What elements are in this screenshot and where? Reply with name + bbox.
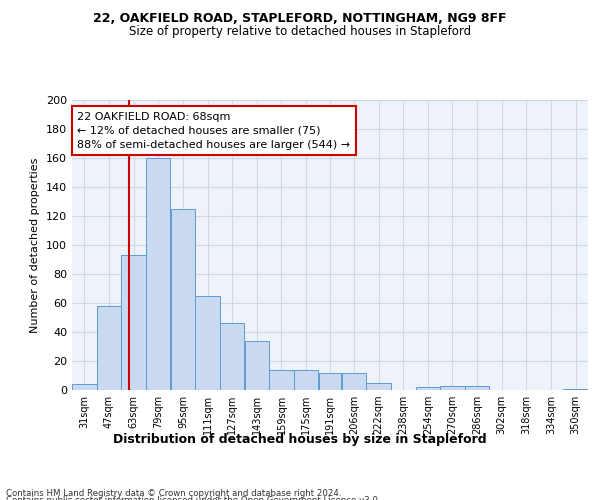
Bar <box>97 306 121 390</box>
Bar <box>269 370 293 390</box>
Text: 22, OAKFIELD ROAD, STAPLEFORD, NOTTINGHAM, NG9 8FF: 22, OAKFIELD ROAD, STAPLEFORD, NOTTINGHA… <box>93 12 507 26</box>
Text: Size of property relative to detached houses in Stapleford: Size of property relative to detached ho… <box>129 25 471 38</box>
Bar <box>319 372 341 390</box>
Bar <box>294 370 319 390</box>
Text: 22 OAKFIELD ROAD: 68sqm
← 12% of detached houses are smaller (75)
88% of semi-de: 22 OAKFIELD ROAD: 68sqm ← 12% of detache… <box>77 112 350 150</box>
Bar <box>416 387 440 390</box>
Text: Contains public sector information licensed under the Open Government Licence v3: Contains public sector information licen… <box>6 496 380 500</box>
Bar <box>121 255 146 390</box>
Bar <box>440 386 464 390</box>
Y-axis label: Number of detached properties: Number of detached properties <box>31 158 40 332</box>
Text: Distribution of detached houses by size in Stapleford: Distribution of detached houses by size … <box>113 432 487 446</box>
Bar <box>563 388 588 390</box>
Bar <box>367 383 391 390</box>
Bar <box>196 296 220 390</box>
Bar <box>220 324 244 390</box>
Text: Contains HM Land Registry data © Crown copyright and database right 2024.: Contains HM Land Registry data © Crown c… <box>6 488 341 498</box>
Bar <box>341 372 366 390</box>
Bar <box>72 384 97 390</box>
Bar <box>245 340 269 390</box>
Bar <box>146 158 170 390</box>
Bar <box>171 209 195 390</box>
Bar <box>465 386 489 390</box>
